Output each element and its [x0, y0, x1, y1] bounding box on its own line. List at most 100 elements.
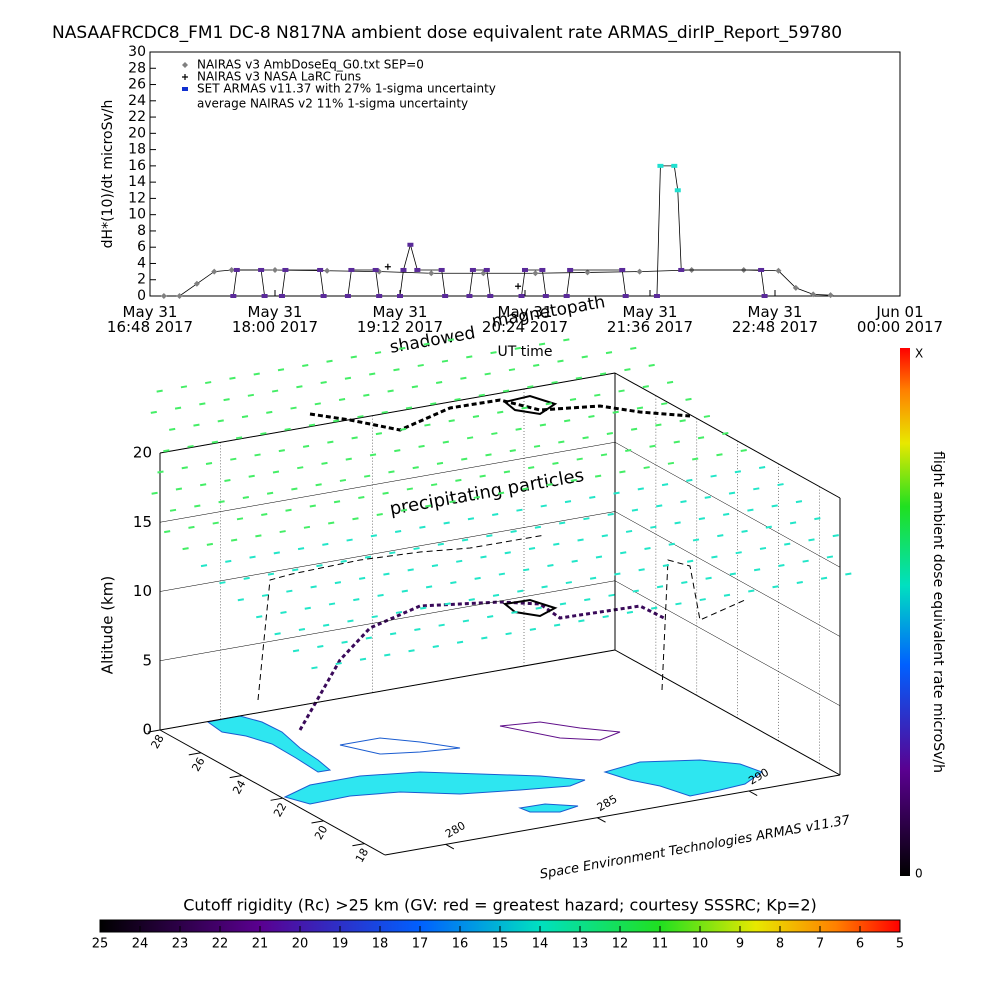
marker: [483, 267, 490, 272]
y-axis-label: dH*(10)/dt microSv/h: [100, 100, 116, 249]
x-tick-label: May 31 22:48 2017: [731, 303, 819, 336]
particle: [353, 598, 360, 602]
marker: [176, 293, 183, 299]
particle: [242, 496, 250, 500]
particle: [375, 432, 383, 436]
y-tick-label: 20: [128, 125, 146, 141]
particle: [620, 551, 627, 555]
particle: [723, 593, 731, 597]
marker: [428, 270, 435, 277]
particle: [796, 580, 803, 584]
particle: [529, 627, 537, 631]
y-tick-label: 28: [128, 60, 146, 76]
particle: [412, 466, 419, 470]
particle: [358, 495, 365, 499]
particle: [314, 402, 321, 406]
particle: [583, 517, 590, 521]
marker: [442, 294, 449, 298]
y-tick-label: 6: [137, 239, 146, 255]
particle: [481, 636, 488, 640]
particle: [200, 564, 208, 568]
rc-colorbar-title: Cutoff rigidity (Rc) >25 km (GV: red = g…: [183, 896, 817, 915]
particle: [589, 576, 597, 580]
particle: [414, 627, 421, 631]
particle: [285, 508, 292, 512]
marker: [258, 267, 265, 272]
particle: [547, 564, 554, 568]
colorbar-tick-label: 7: [816, 937, 824, 952]
marker: [522, 267, 528, 272]
particle: [541, 585, 548, 589]
particle: [511, 610, 518, 614]
marker: [233, 267, 240, 272]
particle: [350, 355, 357, 359]
particle: [193, 423, 200, 427]
particle: [267, 572, 275, 576]
colorbar-tick-label: 23: [172, 937, 189, 952]
particle: [229, 376, 236, 380]
particle: [686, 478, 693, 482]
legend-marker: [182, 62, 188, 68]
legend-note: average NAIRAS v2 11% 1-sigma uncertaint…: [197, 97, 468, 111]
colorbar-tick-label: 9: [736, 937, 744, 952]
particle: [256, 615, 263, 619]
particle: [472, 415, 480, 419]
x-axis-label: UT time: [498, 344, 553, 360]
particle: [211, 440, 219, 444]
particle: [563, 419, 571, 423]
particle: [449, 500, 456, 504]
particle: [662, 564, 670, 567]
marker: [532, 270, 539, 277]
particle: [753, 568, 761, 572]
particle: [296, 385, 303, 389]
track-loop: [502, 394, 558, 618]
particle: [740, 449, 747, 452]
particle: [292, 568, 299, 572]
particle: [735, 551, 742, 555]
marker: [810, 291, 817, 298]
particle: [303, 525, 311, 529]
lat-tick-label: 22: [271, 801, 289, 820]
particle: [613, 491, 620, 495]
y-tick-label: 16: [128, 158, 146, 174]
particle: [625, 449, 632, 453]
particle: [485, 453, 492, 457]
particle: [315, 483, 322, 487]
colorbar-tick-label: 10: [692, 937, 709, 952]
particle: [383, 572, 390, 576]
marker: [584, 269, 591, 276]
particle: [534, 525, 542, 529]
colorbar-tick-label: 6: [856, 937, 864, 952]
particle: [535, 606, 542, 610]
lat-tick-label: 18: [353, 846, 371, 865]
particle: [802, 559, 809, 563]
particle: [277, 368, 285, 372]
particle: [292, 649, 300, 653]
particle: [441, 359, 449, 363]
particle: [150, 410, 157, 414]
annotation: precipitating particles: [388, 465, 585, 520]
particle: [832, 534, 839, 538]
particle: [487, 615, 494, 619]
particle: [401, 589, 408, 593]
particle: [308, 423, 316, 427]
lat-tick-label: 20: [312, 823, 330, 842]
particle: [418, 444, 425, 448]
marker: [487, 294, 494, 298]
lon-tick: [748, 790, 758, 796]
particle: [333, 500, 341, 504]
particle: [188, 525, 195, 529]
particle: [163, 449, 170, 453]
colorbar-tick-label: 8: [776, 937, 784, 952]
particle: [340, 559, 347, 563]
particle: [341, 640, 348, 644]
particle: [255, 534, 262, 538]
particle: [363, 393, 370, 397]
particle: [490, 351, 497, 355]
particle: [540, 504, 547, 508]
particle: [364, 474, 371, 478]
particle: [456, 559, 463, 563]
particle: [351, 436, 358, 440]
particle: [717, 534, 724, 538]
marker: [657, 163, 664, 168]
